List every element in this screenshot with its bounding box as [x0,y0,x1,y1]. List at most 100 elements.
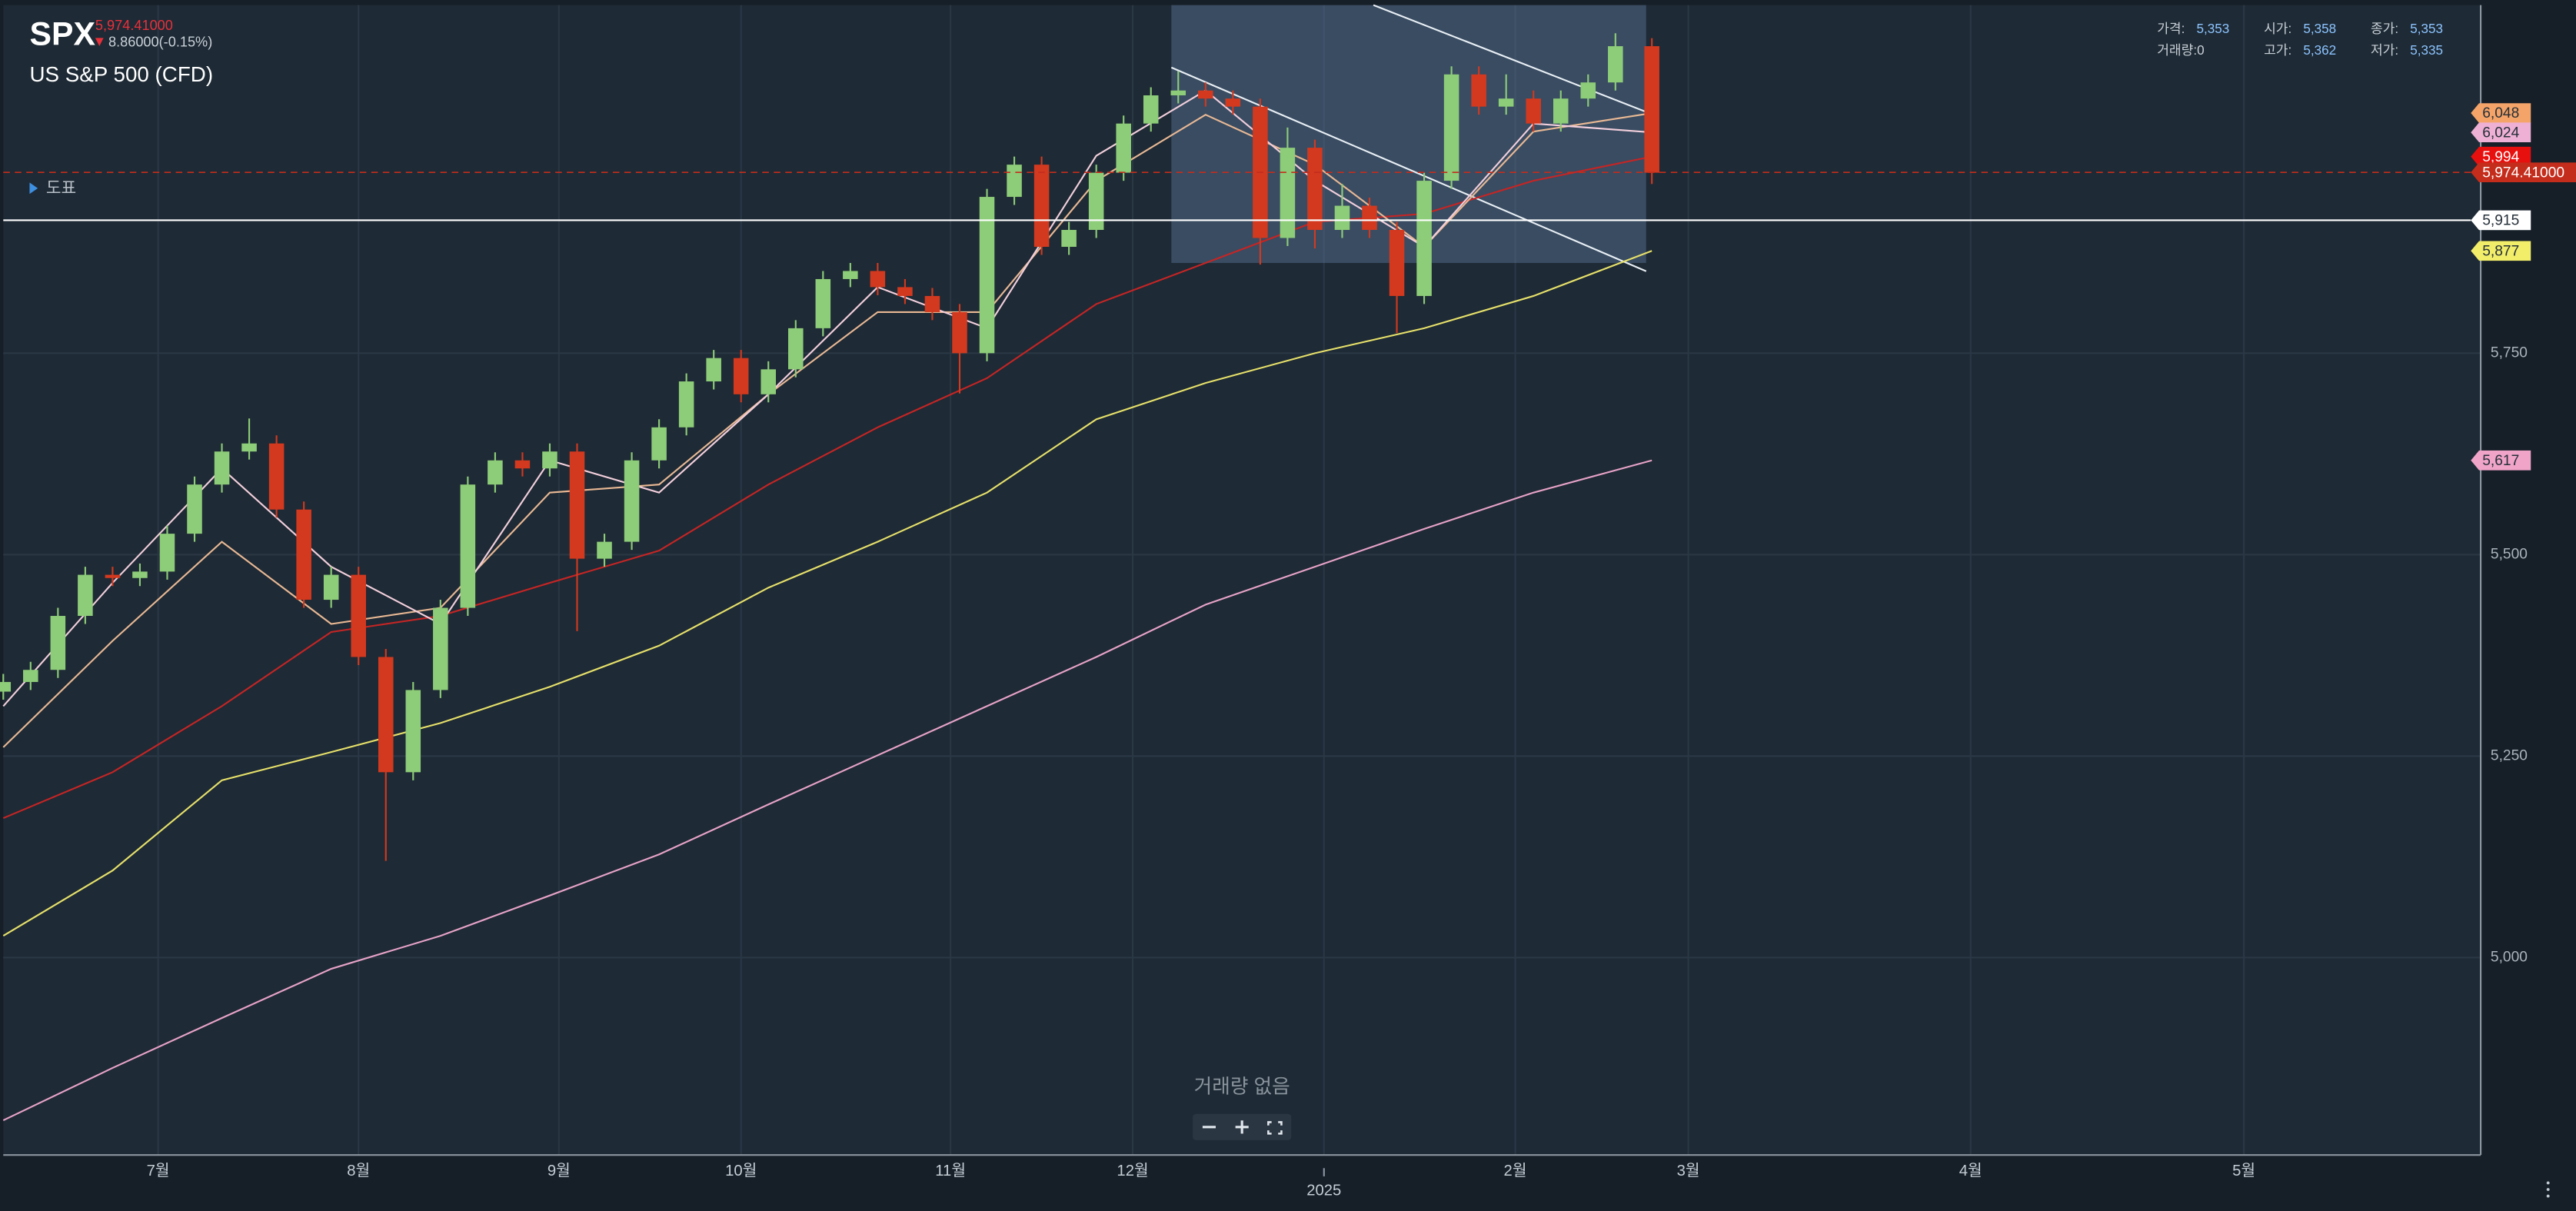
y-tick-label: 5,250 [2491,747,2528,764]
candle-body [1088,172,1104,231]
candle-body [1198,90,1213,99]
candle-body [433,607,448,690]
info-label: 가격: [2157,22,2185,36]
candle-body [241,443,257,452]
candle-body [460,484,476,608]
candle-body [1362,205,1377,231]
price-tag-label: 5,617 [2482,453,2519,469]
candle-body [897,287,913,296]
candle-body [1225,98,1241,107]
info-label: 저가: [2371,43,2398,58]
moving-average-line [2,459,1652,1122]
x-tick-label: 9월 [547,1162,571,1179]
candle-body [132,571,148,578]
candle-body [924,295,940,312]
candle-body [1170,90,1186,95]
candle-body [323,574,339,601]
toggle-arrow[interactable] [29,182,38,195]
menu-dot [2546,1194,2550,1198]
y-tick-label: 5,500 [2491,546,2528,562]
candle-body [760,369,777,394]
candle-body [1116,123,1131,173]
price-tag-label: 6,048 [2482,105,2519,121]
zoom-in-button[interactable] [1235,1120,1249,1134]
toggle-label[interactable]: 도표 [46,179,76,198]
candle-body [296,509,311,601]
candle-body [78,574,93,617]
info-label: 시가: [2264,22,2291,36]
y-tick-label: 5,000 [2491,949,2528,965]
candle-body [569,451,585,559]
info-value: 5,335 [2410,43,2443,58]
candle-body [1334,205,1350,231]
candle-body [488,460,503,485]
trend-line [1170,66,1647,272]
info-value: 5,353 [2196,22,2229,36]
price-tag-label: 5,974.41000 [2482,165,2564,181]
candle-body [870,271,886,288]
candle-body [378,657,394,773]
candle-body [1580,82,1596,99]
x-tick-label: 11월 [935,1162,966,1179]
candle-body [1143,95,1159,124]
candle-body [1007,165,1022,198]
candle-body [0,681,12,692]
x-tick-label: 10월 [725,1162,757,1179]
candle-body [1416,181,1432,296]
candle-body [624,460,640,542]
info-value: 5,353 [2410,22,2443,36]
plot-area [3,5,2481,1156]
candle-body [187,484,202,534]
x-tick-label: 8월 [347,1162,370,1179]
candle-body [405,690,421,773]
candle-body [1526,98,1541,124]
candle-body [1307,148,1323,231]
change: 8.86000(-0.15%) [108,35,212,50]
candle-body [733,358,749,394]
candle-body [1280,148,1296,238]
candle-body [815,278,831,328]
info-value: 5,358 [2303,22,2336,36]
candle-body [23,670,38,682]
x-tick-label: 2월 [1504,1162,1527,1179]
price-tag-label: 5,994 [2482,149,2519,165]
candle-body [514,460,531,469]
candle-body [1553,98,1569,124]
candle-body [597,541,612,559]
x-tick-label: 3월 [1677,1162,1700,1179]
price-tag [2471,103,2531,123]
price-tag [2471,162,2576,182]
candle-body [1033,165,1050,248]
last-price: 5,974.41000 [95,18,173,33]
info-panel: 가격: 5,353 시가: 5,358 종가: 5,353 거래량:0 고가: 5,362 저가:… [2157,22,2443,58]
candle-body [1498,98,1514,107]
candle-body [788,328,804,370]
candle-body [105,574,121,578]
candle-body [952,311,967,354]
menu-dot [2546,1188,2550,1191]
candle-body [542,451,557,469]
candle-body [706,358,721,382]
drawings [1170,4,1655,272]
volume-note: 거래량 없음 [1194,1075,1290,1097]
symbol: SPX [29,15,95,52]
menu-button[interactable] [2546,1181,2550,1198]
info-value: 5,362 [2303,43,2336,58]
candle-body [1443,74,1459,181]
instrument-name: US S&P 500 (CFD) [29,62,213,86]
price-tag [2471,450,2531,471]
price-tag-label: 6,024 [2482,125,2519,141]
x-tick-label: 7월 [147,1162,170,1179]
year-tick-label: 2025 [1306,1183,1341,1199]
candle-body [1608,46,1623,83]
x-tick-label: 4월 [1959,1162,1982,1179]
moving-average-line [2,250,1652,937]
candle-body [1644,46,1659,173]
x-tick-label: 12월 [1117,1162,1148,1179]
fullscreen-button[interactable] [1267,1121,1283,1135]
x-tick-label: 5월 [2232,1162,2255,1179]
trend-line [1373,4,1655,116]
menu-dot [2546,1181,2550,1185]
